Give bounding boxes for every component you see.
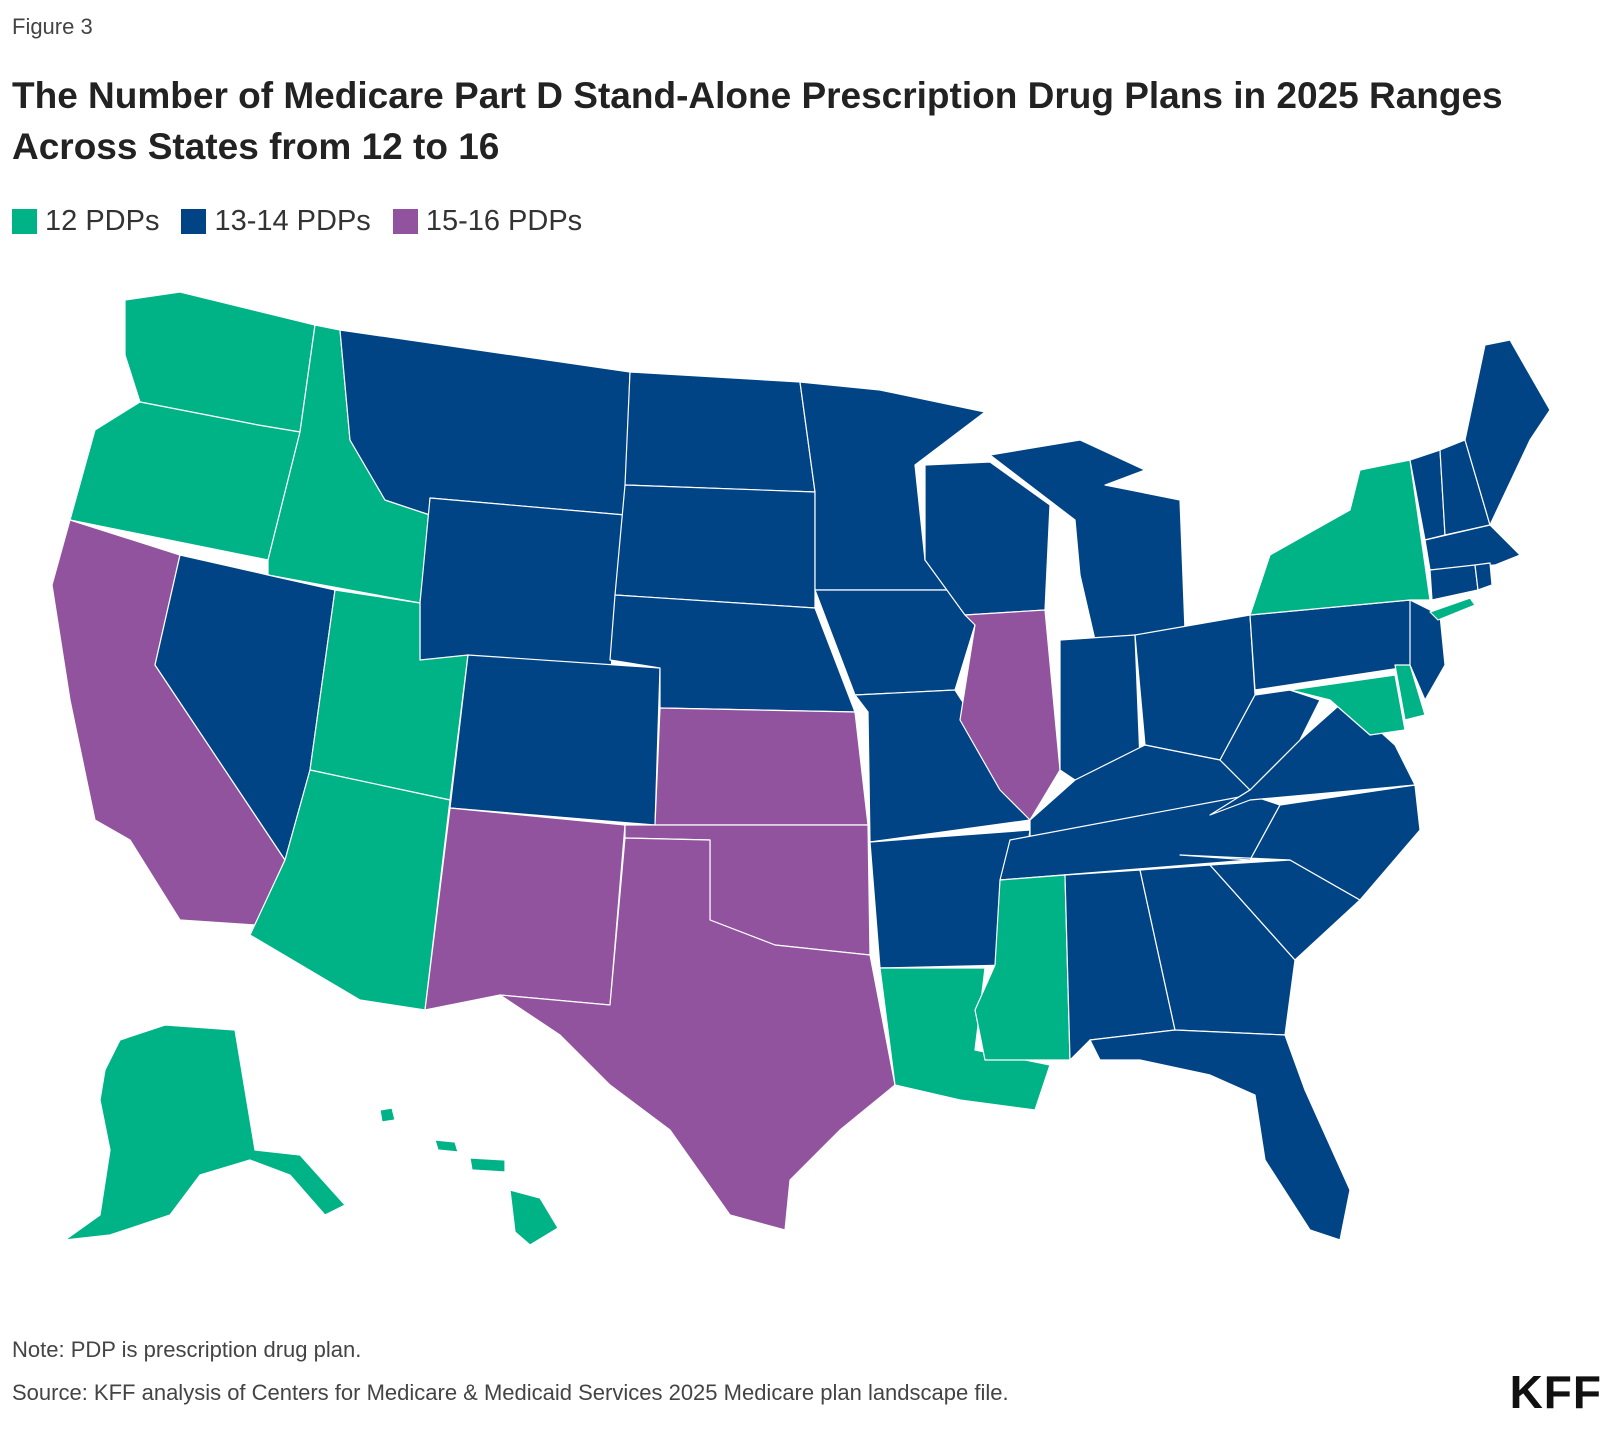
state-nm[interactable]	[424, 807, 626, 1011]
legend-swatch-15-16	[392, 209, 418, 234]
state-wv[interactable]	[1219, 689, 1321, 791]
legend-item-12: 12 PDPs	[12, 205, 159, 238]
legend-swatch-13-14	[181, 209, 207, 234]
kff-logo: KFF	[1509, 1366, 1602, 1418]
state-ct[interactable]	[1429, 564, 1479, 601]
state-tx[interactable]	[499, 837, 896, 1231]
state-ny-li	[1429, 597, 1476, 621]
state-ma[interactable]	[1424, 524, 1521, 571]
state-mt[interactable]	[339, 329, 631, 516]
state-ri[interactable]	[1474, 562, 1493, 591]
legend-label-15-16: 15-16 PDPs	[425, 205, 583, 237]
state-hi-big[interactable]	[509, 1189, 559, 1246]
state-hi-1[interactable]	[379, 1107, 396, 1123]
state-nd[interactable]	[624, 371, 816, 493]
state-mi[interactable]	[989, 439, 1186, 641]
legend-swatch-12	[12, 209, 37, 234]
state-de[interactable]	[1394, 664, 1426, 721]
state-la[interactable]	[879, 967, 1051, 1111]
state-fl[interactable]	[1089, 1029, 1351, 1241]
legend-item-15-16: 15-16 PDPs	[392, 205, 583, 238]
state-ny[interactable]	[1249, 459, 1431, 616]
state-hi-2[interactable]	[434, 1139, 459, 1153]
state-az[interactable]	[249, 769, 451, 1011]
state-wy[interactable]	[419, 497, 626, 681]
chart-title: The Number of Medicare Part D Stand-Alon…	[12, 75, 1503, 167]
state-il[interactable]	[959, 609, 1061, 821]
state-md[interactable]	[1289, 674, 1406, 736]
state-co[interactable]	[449, 654, 661, 826]
state-ks[interactable]	[654, 707, 869, 826]
state-nc[interactable]	[1179, 784, 1421, 901]
source-note: Source: KFF analysis of Centers for Medi…	[12, 1380, 1009, 1405]
figure-label: Figure 3	[12, 14, 93, 39]
state-hi-3[interactable]	[469, 1157, 506, 1173]
legend-item-13-14: 13-14 PDPs	[181, 205, 371, 238]
footnote: Note: PDP is prescription drug plan.	[12, 1337, 362, 1362]
state-ia[interactable]	[814, 589, 976, 696]
state-sd[interactable]	[614, 484, 816, 609]
legend-label-13-14: 13-14 PDPs	[214, 205, 371, 237]
legend: 12 PDPs 13-14 PDPs 15-16 PDPs	[12, 205, 604, 238]
state-ak[interactable]	[64, 1024, 346, 1241]
legend-label-12: 12 PDPs	[45, 205, 160, 237]
state-ga[interactable]	[1139, 864, 1296, 1036]
